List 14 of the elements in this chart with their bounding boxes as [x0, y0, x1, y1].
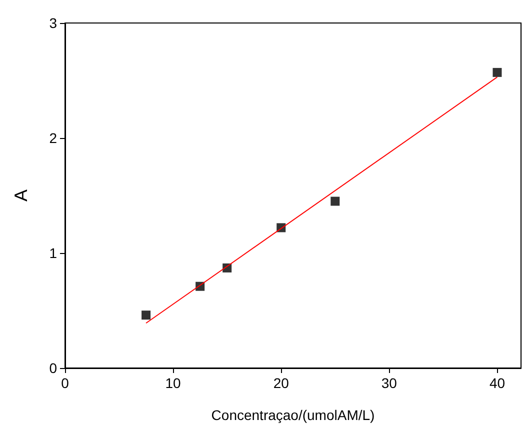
- x-tick-label: 0: [61, 375, 70, 391]
- y-tick-label: 3: [49, 15, 58, 31]
- point: [492, 68, 502, 77]
- x-tick-label: 20: [273, 375, 290, 391]
- x-tick-label: 40: [489, 375, 506, 391]
- x-tick-label: 30: [381, 375, 398, 391]
- y-tick-label: 1: [49, 245, 58, 261]
- point: [330, 196, 340, 206]
- y-tick-label: 2: [49, 130, 58, 146]
- y-axis-title: A: [11, 189, 31, 202]
- point: [142, 310, 151, 320]
- x-axis-title: Concentraçao/(umolAM/L): [211, 407, 375, 423]
- x-tick-label: 10: [165, 375, 182, 391]
- y-tick-label: 0: [49, 360, 58, 376]
